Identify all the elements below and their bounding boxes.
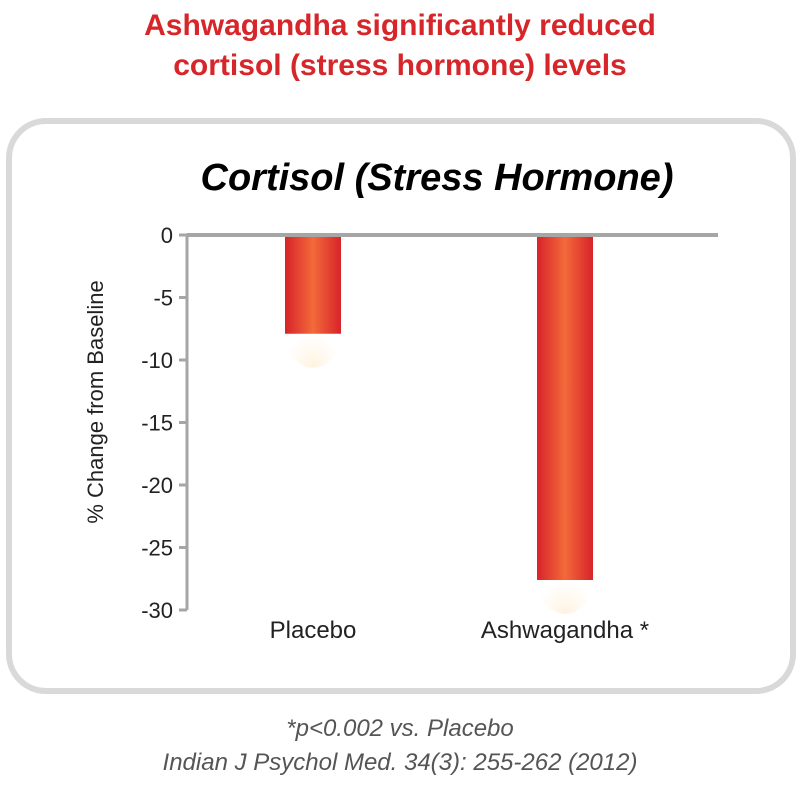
bar-glow: [285, 299, 341, 368]
footnote: *p<0.002 vs. Placebo Indian J Psychol Me…: [0, 712, 800, 780]
chart-title: Cortisol (Stress Hormone): [201, 157, 674, 199]
y-tick-label: -15: [141, 411, 173, 436]
headline-line-2: cortisol (stress hormone) levels: [173, 49, 627, 82]
y-axis-label: % Change from Baseline: [83, 280, 108, 523]
headline-line-1: Ashwagandha significantly reduced: [144, 9, 656, 42]
x-category-label: Placebo: [270, 617, 357, 644]
y-tick-label: 0: [161, 223, 173, 248]
footnote-significance: *p<0.002 vs. Placebo: [286, 715, 514, 742]
bar: [537, 235, 593, 580]
x-category-label: Ashwagandha *: [481, 617, 649, 644]
y-tick-label: -20: [141, 473, 173, 498]
y-tick-label: -25: [141, 536, 173, 561]
footnote-citation: Indian J Psychol Med. 34(3): 255-262 (20…: [162, 749, 638, 776]
y-tick-label: -10: [141, 348, 173, 373]
y-tick-label: -30: [141, 598, 173, 623]
y-tick-label: -5: [153, 286, 173, 311]
bar-glow: [537, 546, 593, 614]
headline: Ashwagandha significantly reduced cortis…: [0, 6, 800, 86]
chart-card: [6, 118, 796, 694]
plot-area: 0 -5 -10 -15 -20 -25 -30 Placebo Ashwagandha *: [141, 223, 718, 644]
